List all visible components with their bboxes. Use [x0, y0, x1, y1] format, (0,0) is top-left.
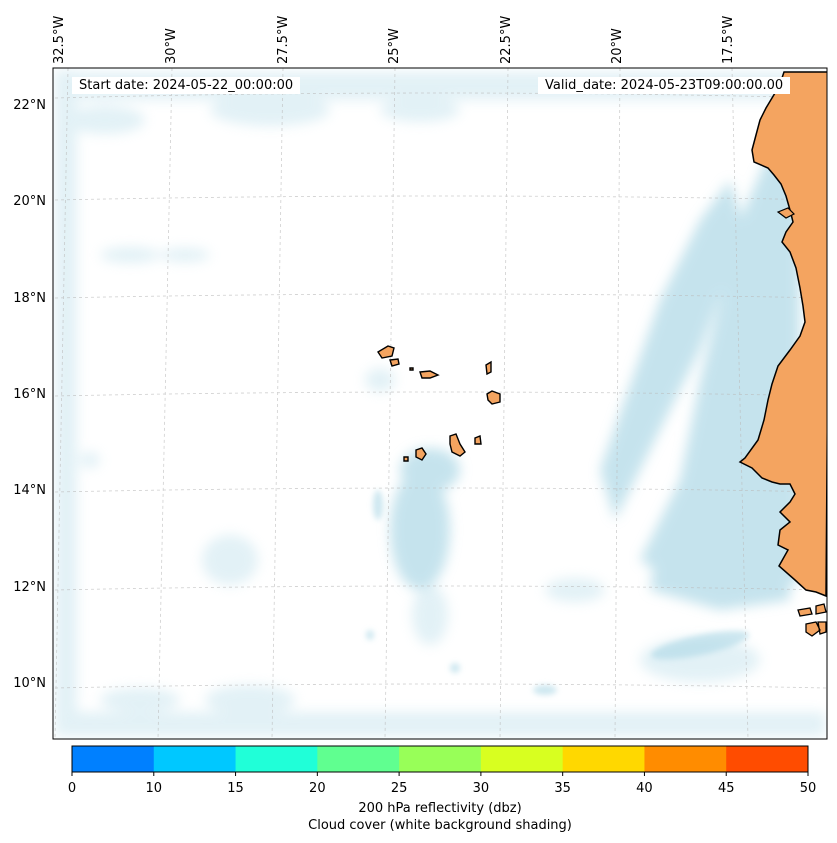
- cloud-cover: [55, 70, 825, 736]
- colorbar-tick-label: 35: [554, 781, 571, 796]
- lat-label-16: 16°N: [13, 387, 46, 402]
- start-date-label: Start date: 2024-05-22_00:00:00: [72, 77, 301, 94]
- colorbar-swatch: [153, 746, 237, 772]
- colorbar-tick-label: 40: [636, 781, 653, 796]
- lat-label-14: 14°N: [13, 483, 46, 498]
- lat-label-10: 10°N: [13, 676, 46, 691]
- colorbar-swatch: [235, 746, 318, 772]
- lon-label-17-5: 17.5°W: [721, 15, 736, 64]
- colorbar-swatch: [644, 746, 727, 772]
- lon-label-22-5: 22.5°W: [499, 15, 514, 64]
- coast-islet: [776, 207, 796, 219]
- lon-label-20: 20°W: [610, 28, 625, 64]
- colorbar-swatch: [317, 746, 400, 772]
- lon-label-25: 25°W: [387, 28, 402, 64]
- lon-label-32-5: 32.5°W: [52, 15, 67, 64]
- colorbar-tick-label: 15: [227, 781, 244, 796]
- africa-coast-fragments: [797, 603, 827, 637]
- lat-label-22: 22°N: [13, 98, 46, 113]
- africa-coastline: [738, 71, 827, 598]
- colorbar-tick-label: 45: [717, 781, 735, 796]
- cape-verde-islands: [377, 345, 501, 462]
- colorbar-frame: [71, 745, 809, 773]
- colorbar-tick-label: 10: [145, 781, 163, 796]
- colorbar: [71, 745, 809, 776]
- colorbar-swatch: [726, 746, 809, 772]
- colorbar-sublabel: Cloud cover (white background shading): [308, 818, 572, 833]
- colorbar-swatch: [562, 746, 645, 772]
- colorbar-label: 200 hPa reflectivity (dbz): [358, 801, 522, 816]
- gridlines: [54, 68, 827, 739]
- colorbar-tick-label: 30: [472, 781, 490, 796]
- valid-date-label: Valid_date: 2024-05-23T09:00:00.00: [538, 77, 791, 94]
- colorbar-swatch: [480, 746, 564, 772]
- colorbar-tick-label: 50: [799, 781, 817, 796]
- colorbar-swatch: [399, 746, 482, 772]
- colorbar-swatch: [72, 746, 155, 772]
- lat-label-20: 20°N: [13, 194, 46, 209]
- lon-label-27-5: 27.5°W: [276, 15, 291, 64]
- lon-label-30: 30°W: [164, 28, 179, 64]
- colorbar-tick-label: 25: [390, 781, 408, 796]
- colorbar-tick-label: 0: [67, 781, 77, 796]
- map-frame: [52, 67, 828, 740]
- colorbar-tick-label: 20: [309, 781, 326, 796]
- lat-label-18: 18°N: [13, 291, 46, 306]
- lat-label-12: 12°N: [13, 580, 46, 595]
